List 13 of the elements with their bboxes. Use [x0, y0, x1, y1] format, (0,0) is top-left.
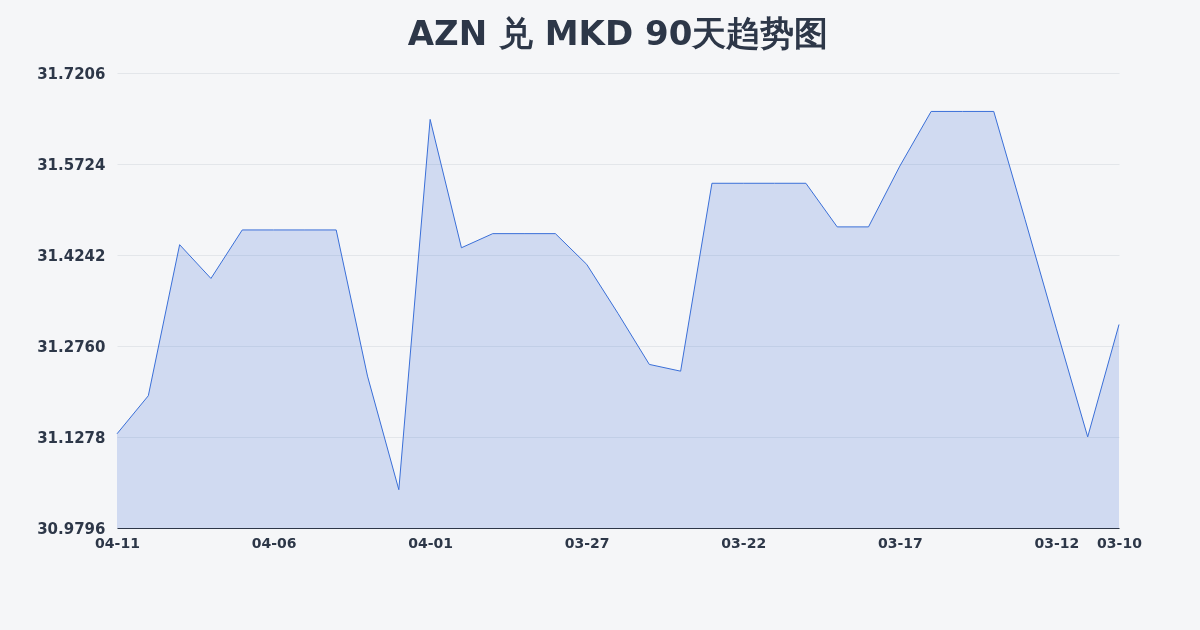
- x-tick-label: 03-22: [721, 534, 767, 551]
- x-tick-label: 04-01: [408, 534, 454, 551]
- x-tick-label: 03-10: [1097, 534, 1143, 551]
- x-tick-label: 03-17: [877, 534, 923, 551]
- x-tick-label: 03-27: [564, 534, 610, 551]
- y-tick-label: 31.4242: [37, 246, 106, 265]
- x-tick-label: 04-06: [251, 534, 297, 551]
- y-tick-label: 31.1278: [37, 428, 106, 447]
- x-tick-label: 03-12: [1034, 534, 1080, 551]
- y-tick-label: 31.2760: [37, 337, 106, 356]
- y-tick-label: 31.5724: [37, 155, 106, 174]
- chart-title: AZN 兑 MKD 90天趋势图: [407, 13, 829, 53]
- y-tick-label: 31.7206: [37, 64, 106, 83]
